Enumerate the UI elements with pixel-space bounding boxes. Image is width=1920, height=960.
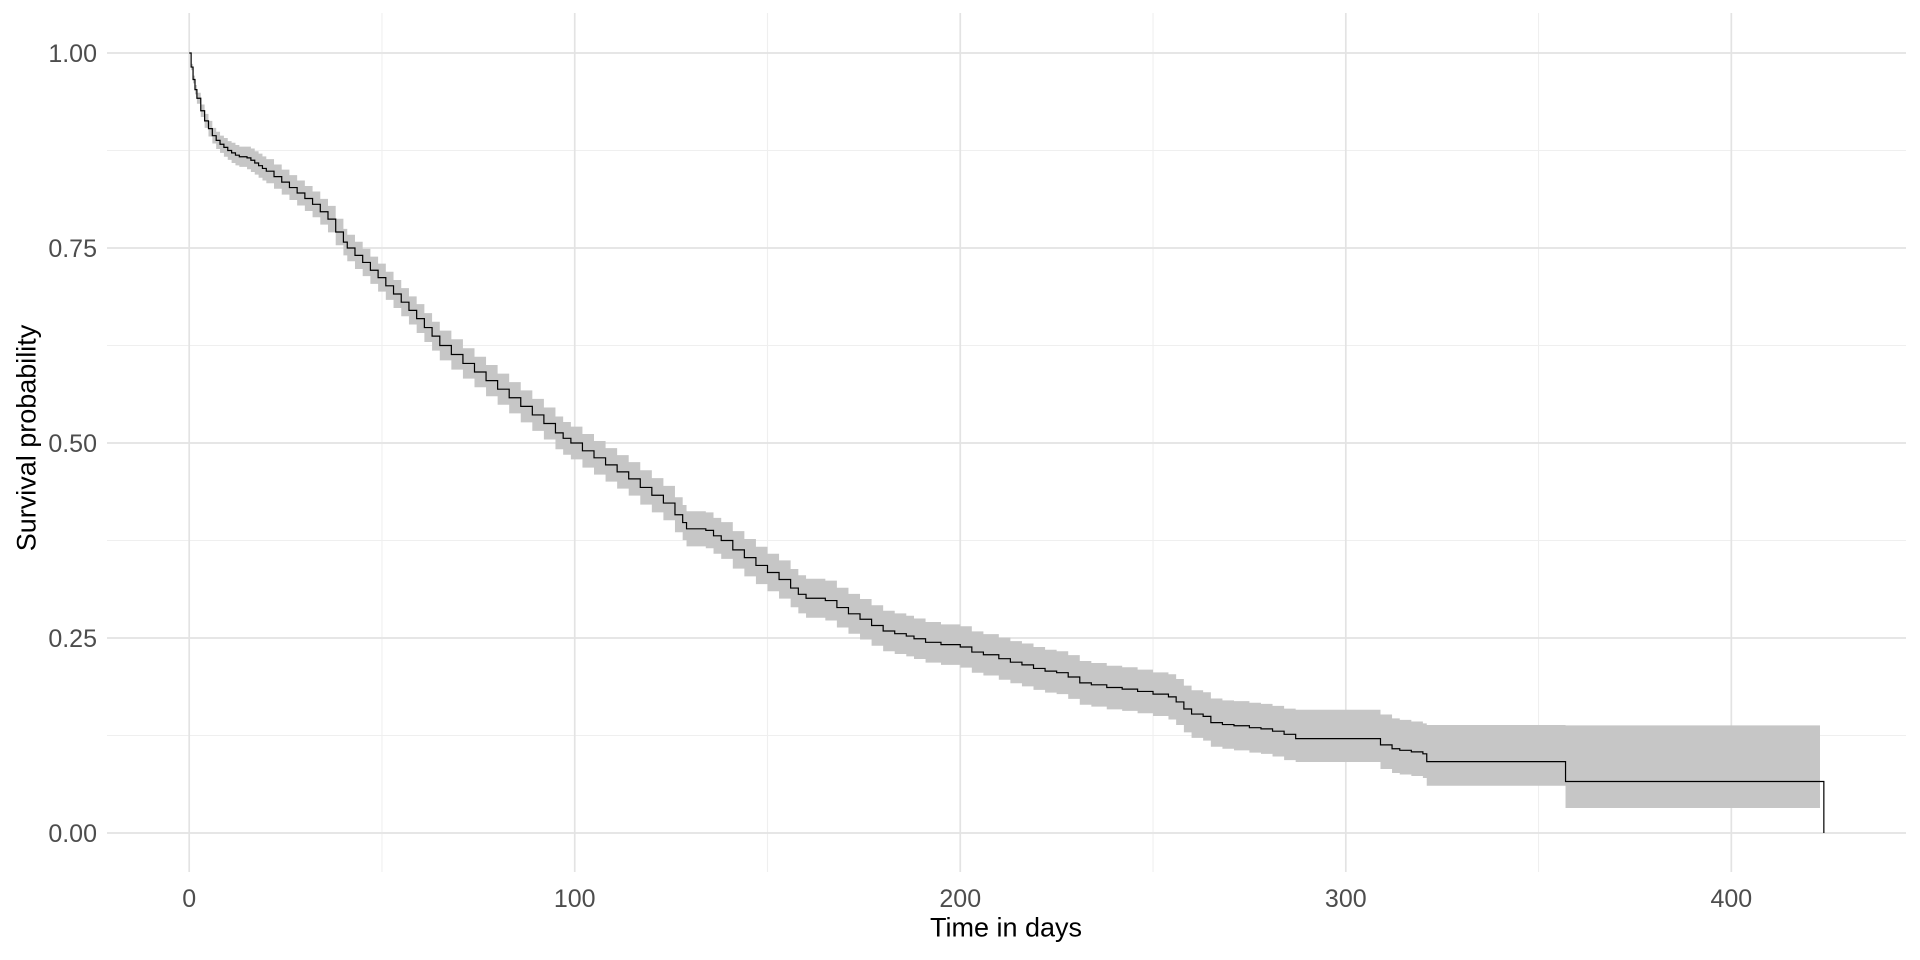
x-tick-label: 200	[939, 885, 981, 913]
y-tick-label: 0.25	[48, 625, 97, 653]
survival-curve	[189, 52, 1825, 833]
x-axis-title: Time in days	[929, 912, 1083, 943]
y-tick-label: 1.00	[48, 40, 97, 68]
y-tick-label: 0.75	[48, 235, 97, 263]
y-axis-title: Survival probability	[11, 324, 42, 552]
x-tick-label: 400	[1710, 885, 1752, 913]
gridlines-minor	[107, 13, 1906, 872]
y-tick-labels: 1.00 0.75 0.50 0.25 0.00	[48, 40, 97, 848]
confidence-ribbon	[189, 53, 1820, 809]
y-tick-label: 0.50	[48, 430, 97, 458]
x-tick-label: 300	[1325, 885, 1367, 913]
x-tick-label: 0	[182, 885, 196, 913]
x-tick-labels: 0 100 200 300 400	[182, 885, 1752, 913]
x-tick-label: 100	[554, 885, 596, 913]
y-tick-label: 0.00	[48, 820, 97, 848]
